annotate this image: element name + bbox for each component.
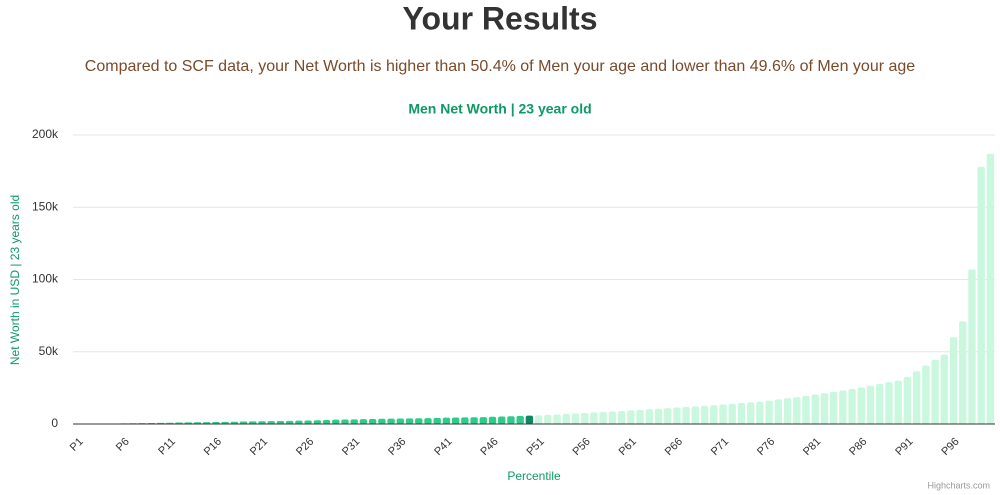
- bar: [986, 153, 995, 424]
- y-tick-label: 0: [51, 416, 58, 430]
- bar: [783, 398, 792, 424]
- bar: [249, 421, 257, 424]
- bar: [820, 393, 829, 424]
- bar: [562, 413, 570, 424]
- bar: [903, 377, 912, 424]
- bar: [442, 417, 451, 424]
- bar: [746, 402, 755, 424]
- bar: [405, 418, 414, 424]
- y-tick-label: 150k: [32, 199, 59, 213]
- bar: [645, 409, 653, 424]
- bar: [866, 385, 875, 424]
- bar: [525, 415, 534, 424]
- bar: [276, 420, 285, 424]
- y-tick-label: 200k: [32, 127, 59, 141]
- bar: [424, 418, 432, 424]
- bar: [959, 321, 967, 424]
- bar: [285, 420, 294, 424]
- bar: [433, 417, 441, 424]
- bar: [313, 420, 322, 424]
- bar: [341, 419, 349, 424]
- bar: [415, 418, 423, 424]
- bar: [396, 418, 404, 424]
- y-tick-label: 100k: [32, 272, 59, 286]
- bar: [599, 412, 607, 424]
- bar: [885, 382, 893, 424]
- bar: [544, 414, 552, 424]
- bar: [221, 421, 229, 424]
- bar: [534, 415, 543, 424]
- bar: [553, 414, 561, 424]
- bar: [949, 337, 958, 424]
- bar: [756, 401, 764, 424]
- bar: [839, 390, 847, 424]
- bar: [912, 371, 921, 424]
- page-title: Your Results: [403, 0, 598, 36]
- bar: [304, 420, 312, 424]
- bar: [258, 421, 266, 424]
- bar: [710, 405, 718, 424]
- bar: [857, 387, 865, 424]
- bar: [332, 419, 340, 424]
- bar: [498, 416, 506, 424]
- bar: [977, 166, 985, 425]
- bar: [507, 416, 515, 424]
- bar: [608, 411, 617, 424]
- bar: [673, 407, 681, 424]
- bar: [581, 413, 589, 424]
- y-axis-title: Net Worth in USD | 23 years old: [8, 195, 22, 365]
- bar: [451, 417, 460, 424]
- summary: Compared to SCF data, your Net Worth is …: [85, 58, 915, 75]
- bar: [719, 404, 727, 424]
- bar: [931, 359, 939, 424]
- bar: [654, 408, 663, 424]
- bar: [802, 395, 810, 424]
- bar: [664, 408, 672, 424]
- bar: [267, 421, 275, 424]
- bar: [940, 354, 948, 424]
- bar: [793, 397, 801, 424]
- credits: Highcharts.com: [927, 480, 990, 490]
- x-axis-title: Percentile: [507, 469, 561, 483]
- chart-title: Men Net Worth | 23 year old: [408, 101, 591, 117]
- bar: [700, 405, 709, 424]
- bar: [350, 419, 358, 424]
- bar: [230, 421, 239, 424]
- bar: [359, 419, 368, 424]
- bar: [765, 400, 773, 424]
- bar: [848, 389, 856, 424]
- bar: [461, 417, 469, 424]
- bar: [470, 417, 478, 424]
- y-tick-label: 50k: [39, 344, 59, 358]
- bar: [627, 410, 635, 424]
- bar: [876, 383, 884, 424]
- bar: [488, 416, 497, 424]
- bar: [295, 420, 303, 424]
- bar: [378, 418, 386, 424]
- bar: [691, 406, 700, 424]
- bar: [737, 403, 746, 424]
- bar: [516, 415, 524, 424]
- bar: [829, 391, 838, 424]
- bar: [774, 399, 783, 424]
- bar: [212, 421, 220, 424]
- bar: [811, 394, 819, 424]
- bar: [239, 421, 248, 424]
- bar: [968, 269, 976, 424]
- bar: [728, 403, 736, 424]
- bar: [479, 417, 487, 424]
- bar: [617, 410, 626, 424]
- bar: [894, 380, 902, 424]
- bar: [387, 418, 395, 424]
- bar: [922, 365, 930, 424]
- bar: [636, 409, 644, 424]
- bar: [682, 406, 690, 424]
- bar: [322, 419, 331, 424]
- bar: [571, 413, 580, 424]
- bar: [368, 418, 377, 424]
- bar: [590, 412, 598, 424]
